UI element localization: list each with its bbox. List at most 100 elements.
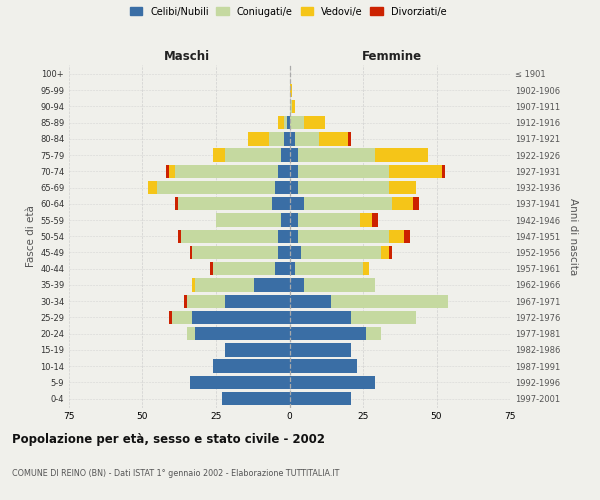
Bar	[269, 132, 284, 145]
Bar	[442, 164, 445, 178]
Bar	[193, 246, 278, 259]
Bar	[298, 148, 375, 162]
Text: COMUNE DI REINO (BN) - Dati ISTAT 1° gennaio 2002 - Elaborazione TUTTITALIA.IT: COMUNE DI REINO (BN) - Dati ISTAT 1° gen…	[12, 469, 340, 478]
Bar	[290, 246, 301, 259]
Bar	[187, 294, 225, 308]
Bar	[290, 197, 304, 210]
Legend: Celibi/Nubili, Coniugati/e, Vedovi/e, Divorziati/e: Celibi/Nubili, Coniugati/e, Vedovi/e, Di…	[128, 5, 448, 18]
Bar	[148, 181, 157, 194]
Bar	[213, 262, 275, 276]
Bar	[213, 360, 290, 373]
Bar	[304, 197, 392, 210]
Bar	[196, 327, 290, 340]
Bar	[348, 132, 351, 145]
Bar	[210, 262, 213, 276]
Bar	[213, 148, 225, 162]
Bar	[225, 148, 281, 162]
Bar	[380, 246, 389, 259]
Bar	[298, 230, 389, 243]
Bar	[290, 230, 298, 243]
Bar	[290, 327, 366, 340]
Bar	[281, 148, 290, 162]
Bar	[225, 294, 290, 308]
Bar	[290, 311, 351, 324]
Bar	[389, 164, 442, 178]
Bar	[181, 230, 278, 243]
Bar	[190, 376, 290, 389]
Bar	[184, 294, 187, 308]
Bar	[166, 164, 169, 178]
Bar	[157, 181, 275, 194]
Bar	[178, 230, 181, 243]
Bar	[295, 262, 363, 276]
Bar	[172, 311, 193, 324]
Bar	[363, 262, 369, 276]
Bar	[404, 230, 410, 243]
Bar	[372, 214, 378, 226]
Y-axis label: Fasce di età: Fasce di età	[26, 206, 36, 267]
Bar	[389, 181, 416, 194]
Bar	[278, 230, 290, 243]
Bar	[351, 311, 416, 324]
Bar	[290, 164, 298, 178]
Bar	[290, 116, 304, 130]
Text: Popolazione per età, sesso e stato civile - 2002: Popolazione per età, sesso e stato civil…	[12, 432, 325, 446]
Bar	[290, 262, 295, 276]
Bar	[290, 392, 351, 405]
Bar	[278, 164, 290, 178]
Bar	[295, 132, 319, 145]
Bar	[272, 197, 290, 210]
Bar	[360, 214, 372, 226]
Bar	[187, 327, 196, 340]
Bar	[290, 294, 331, 308]
Bar	[190, 246, 193, 259]
Bar	[290, 100, 292, 113]
Bar	[275, 262, 290, 276]
Y-axis label: Anni di nascita: Anni di nascita	[568, 198, 578, 275]
Bar	[290, 181, 298, 194]
Bar	[290, 376, 375, 389]
Bar	[281, 214, 290, 226]
Bar	[290, 84, 292, 97]
Bar	[375, 148, 428, 162]
Bar	[175, 197, 178, 210]
Bar	[290, 214, 298, 226]
Bar	[298, 214, 360, 226]
Bar	[298, 164, 389, 178]
Bar	[284, 116, 287, 130]
Bar	[331, 294, 448, 308]
Bar	[287, 116, 290, 130]
Bar	[275, 181, 290, 194]
Bar	[392, 197, 413, 210]
Bar	[196, 278, 254, 291]
Bar	[290, 360, 357, 373]
Bar	[292, 100, 295, 113]
Text: Femmine: Femmine	[362, 50, 422, 62]
Bar	[193, 278, 196, 291]
Bar	[298, 181, 389, 194]
Bar	[278, 116, 284, 130]
Bar	[290, 343, 351, 356]
Text: Maschi: Maschi	[164, 50, 209, 62]
Bar	[304, 116, 325, 130]
Bar	[216, 214, 281, 226]
Bar	[413, 197, 419, 210]
Bar	[304, 278, 375, 291]
Bar	[278, 246, 290, 259]
Bar	[169, 164, 175, 178]
Bar	[225, 343, 290, 356]
Bar	[254, 278, 290, 291]
Bar	[319, 132, 348, 145]
Bar	[389, 246, 392, 259]
Bar	[284, 132, 290, 145]
Bar	[290, 132, 295, 145]
Bar	[290, 278, 304, 291]
Bar	[248, 132, 269, 145]
Bar	[178, 197, 272, 210]
Bar	[290, 148, 298, 162]
Bar	[193, 311, 290, 324]
Bar	[301, 246, 380, 259]
Bar	[389, 230, 404, 243]
Bar	[222, 392, 290, 405]
Bar	[169, 311, 172, 324]
